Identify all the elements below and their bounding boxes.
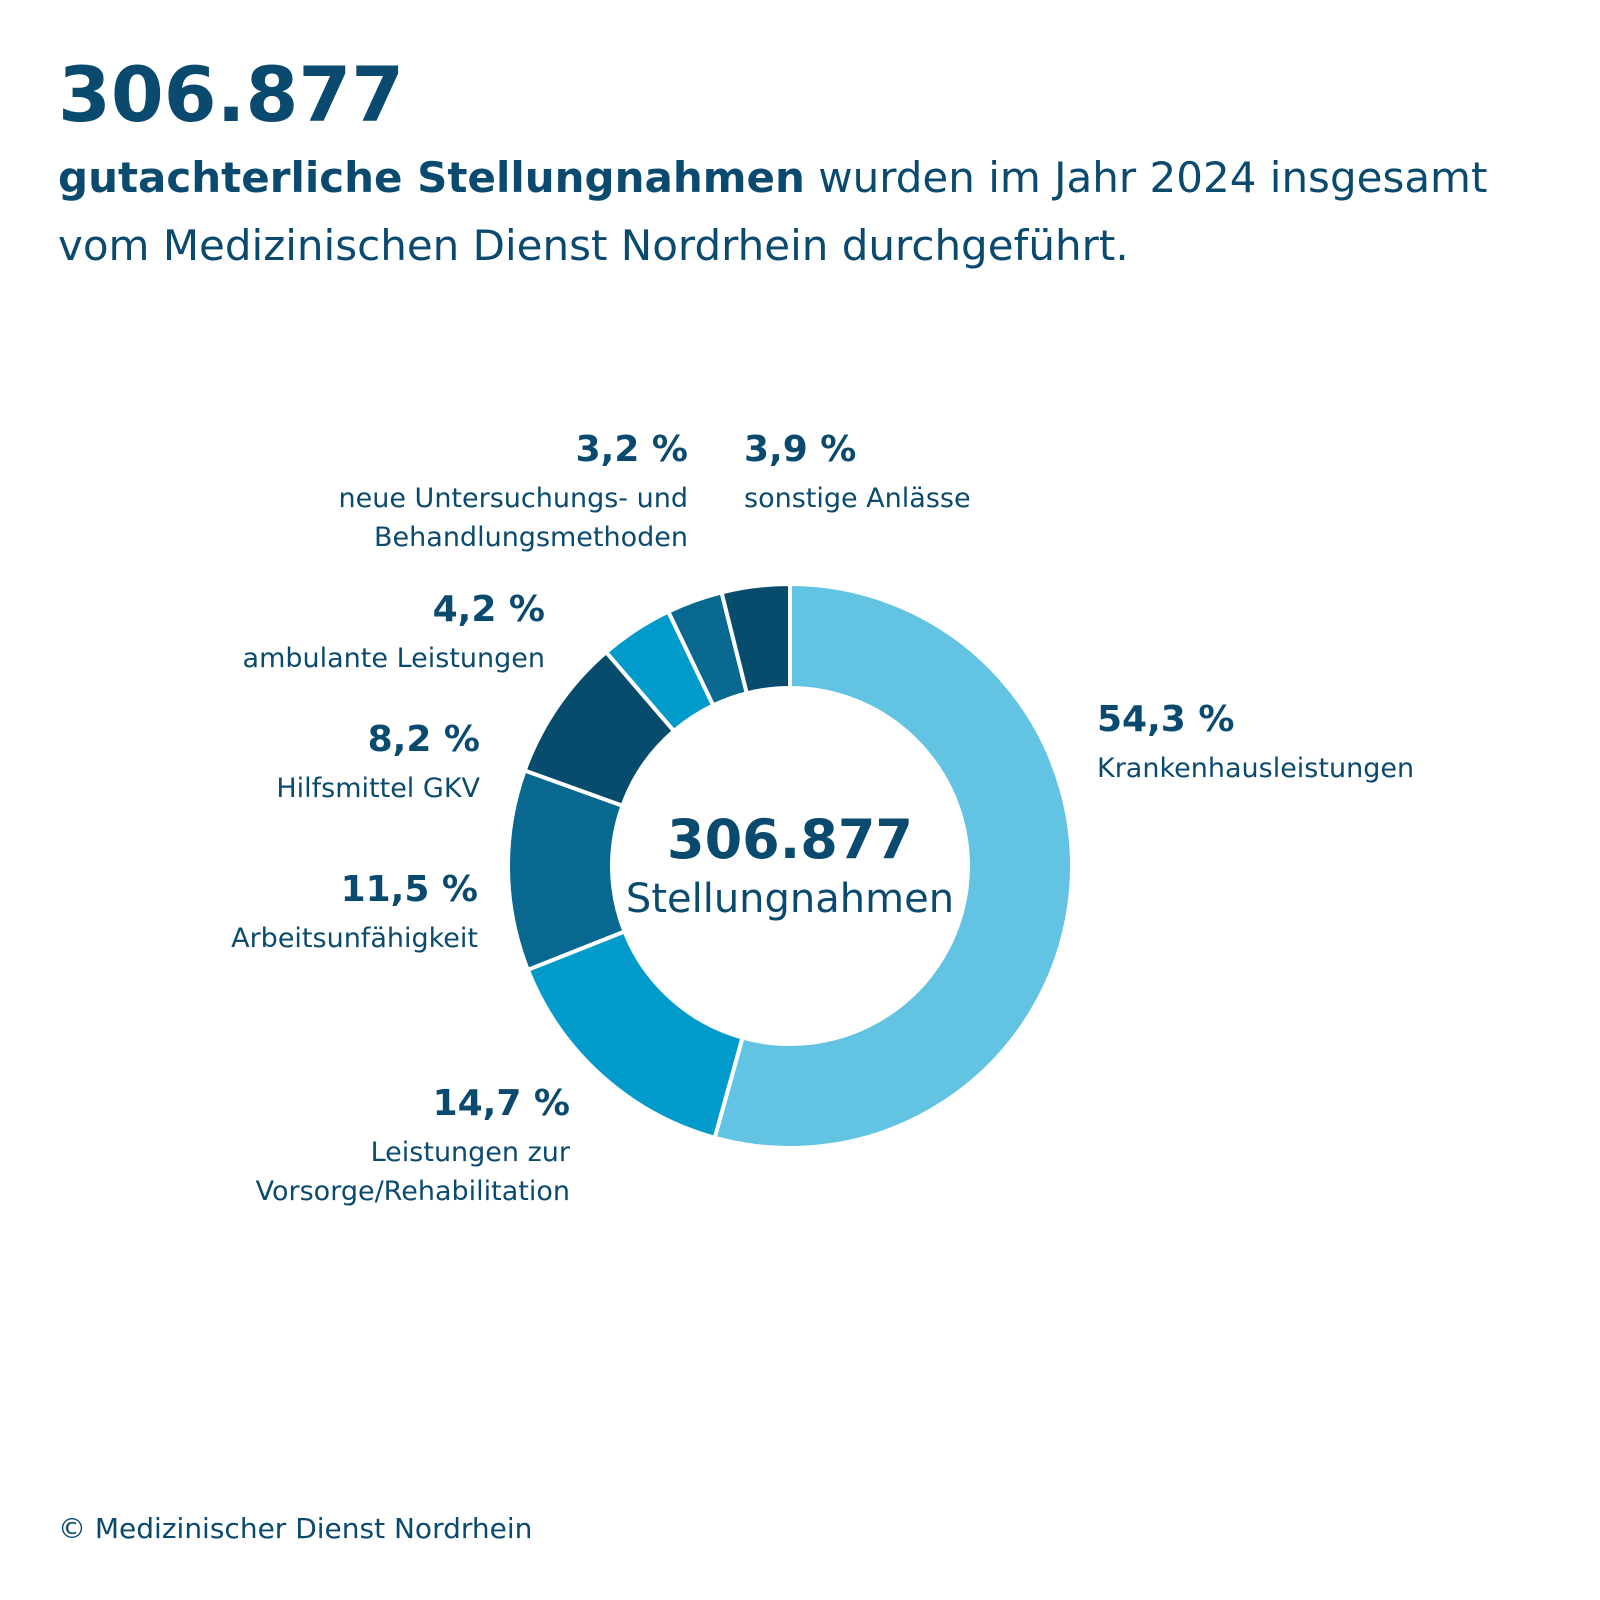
label-sonstige: 3,9 % sonstige Anlässe bbox=[744, 428, 971, 518]
label-vorsorge-pct: 14,7 % bbox=[432, 1083, 570, 1124]
headline-number: 306.877 bbox=[58, 50, 405, 139]
label-sonstige-name: sonstige Anlässe bbox=[744, 483, 971, 515]
label-nub: 3,2 % neue Untersuchungs- und Behandlung… bbox=[339, 428, 688, 557]
donut-slices bbox=[506, 581, 1074, 1150]
label-sonstige-pct: 3,9 % bbox=[744, 429, 857, 470]
label-vorsorge-line1: Leistungen zur bbox=[370, 1137, 570, 1169]
center-total: 306.877 bbox=[667, 808, 913, 871]
label-arbeitsunfaehigkeit-pct: 11,5 % bbox=[340, 869, 478, 910]
label-ambulante-leistungen: 4,2 % ambulante Leistungen bbox=[243, 588, 545, 678]
label-vorsorge: 14,7 % Leistungen zur Vorsorge/Rehabilit… bbox=[256, 1082, 570, 1211]
label-krankenhausleistungen-pct: 54,3 % bbox=[1097, 699, 1235, 740]
headline-description-bold: gutachterliche Stellungnahmen bbox=[58, 153, 805, 202]
label-ambulante-leistungen-pct: 4,2 % bbox=[432, 589, 545, 630]
label-nub-line2: Behandlungsmethoden bbox=[374, 522, 688, 554]
label-nub-line1: neue Untersuchungs- und bbox=[338, 483, 688, 515]
label-hilfsmittel-pct: 8,2 % bbox=[367, 719, 480, 760]
donut-slice-1 bbox=[712, 581, 1074, 1150]
label-hilfsmittel: 8,2 % Hilfsmittel GKV bbox=[276, 718, 480, 808]
donut-slice-7 bbox=[719, 581, 792, 696]
headline-description-rest: wurden im Jahr 2024 insgesamt vom Medizi… bbox=[58, 153, 1488, 270]
label-vorsorge-line2: Vorsorge/Rehabilitation bbox=[255, 1176, 570, 1208]
center-label: Stellungnahmen bbox=[625, 876, 955, 922]
copyright-footer: © Medizinischer Dienst Nordrhein bbox=[58, 1512, 533, 1545]
label-ambulante-leistungen-name: ambulante Leistungen bbox=[242, 643, 545, 675]
label-nub-pct: 3,2 % bbox=[575, 429, 688, 470]
label-arbeitsunfaehigkeit-name: Arbeitsunfähigkeit bbox=[231, 923, 478, 955]
label-arbeitsunfaehigkeit: 11,5 % Arbeitsunfähigkeit bbox=[231, 868, 478, 958]
label-krankenhausleistungen: 54,3 % Krankenhausleistungen bbox=[1097, 698, 1414, 788]
label-hilfsmittel-name: Hilfsmittel GKV bbox=[276, 773, 480, 805]
headline-description: gutachterliche Stellungnahmen wurden im … bbox=[58, 144, 1538, 280]
label-krankenhausleistungen-name: Krankenhausleistungen bbox=[1097, 753, 1415, 785]
